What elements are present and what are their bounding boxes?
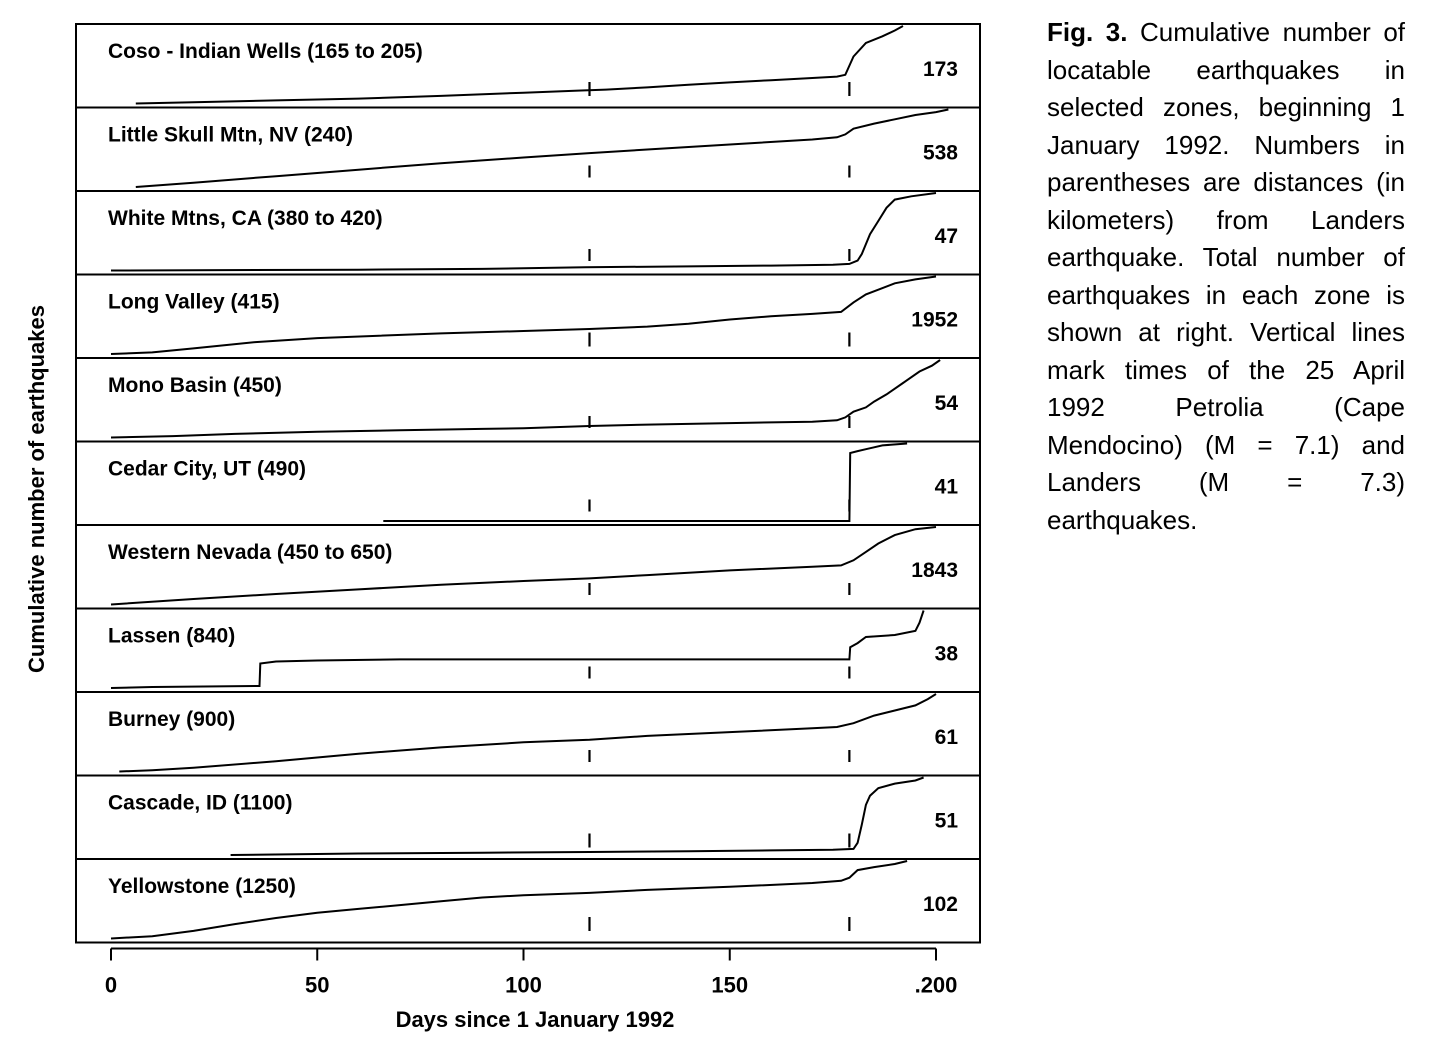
panel-title: Cascade, ID (1100) <box>108 792 292 815</box>
panel-frame <box>75 774 981 860</box>
panel-frame <box>75 858 981 944</box>
panel: Long Valley (415) 1952 <box>75 273 981 359</box>
panels-layer: Coso - Indian Wells (165 to 205) 173 Littl… <box>75 23 981 944</box>
panel-title: Mono Basin (450) <box>108 374 282 397</box>
panel-title: Western Nevada (450 to 650) <box>108 541 392 564</box>
panel-title: Long Valley (415) <box>108 291 280 314</box>
panel-total: 538 <box>923 142 958 165</box>
cumulative-series-line <box>119 693 937 773</box>
panel: Coso - Indian Wells (165 to 205) 173 <box>75 23 981 109</box>
x-axis-label: Days since 1 January 1992 <box>396 1007 675 1032</box>
panel: Burney (900) 61 <box>75 691 981 777</box>
panel-frame <box>75 273 981 359</box>
panel: Little Skull Mtn, NV (240) 538 <box>75 106 981 192</box>
panel: Yellowstone (1250) 102 <box>75 858 981 944</box>
panel: Lassen (840) 38 <box>75 607 981 693</box>
panel-title: Coso - Indian Wells (165 to 205) <box>108 40 423 63</box>
panel-total: 38 <box>935 643 959 666</box>
x-tick-label: 50 <box>305 973 329 998</box>
caption-label: Fig. 3. <box>1047 17 1128 47</box>
cumulative-series-line <box>135 108 949 188</box>
cumulative-series-line <box>383 442 908 522</box>
panel: Mono Basin (450) 54 <box>75 357 981 443</box>
cumulative-series-line <box>110 860 908 940</box>
panel-title: Yellowstone (1250) <box>108 875 296 898</box>
panel: Cedar City, UT (490) 41 <box>75 440 981 526</box>
panel-total: 1952 <box>911 309 958 332</box>
panel-total: 51 <box>935 810 959 833</box>
cumulative-series-line <box>110 275 937 355</box>
panel-frame <box>75 23 981 109</box>
cumulative-series-line <box>110 192 937 272</box>
panel: White Mtns, CA (380 to 420) 47 <box>75 190 981 276</box>
panel-frame <box>75 106 981 192</box>
y-axis-label: Cumulative number of earthquakes <box>24 305 49 673</box>
x-tick-label: 0 <box>105 973 117 998</box>
panel-frame <box>75 691 981 777</box>
x-tick-label: 100 <box>505 973 542 998</box>
panel-title: White Mtns, CA (380 to 420) <box>108 207 383 230</box>
cumulative-series-line <box>230 776 924 856</box>
panel-title: Little Skull Mtn, NV (240) <box>108 124 353 147</box>
panel-total: 54 <box>935 392 959 415</box>
cumulative-earthquakes-chart: Coso - Indian Wells (165 to 205) 173 Littl… <box>24 23 981 1032</box>
x-tick-label: .200 <box>915 973 958 998</box>
cumulative-series-line <box>110 610 925 689</box>
panel-total: 61 <box>935 726 959 749</box>
panel-total: 47 <box>935 225 958 248</box>
panel-frame <box>75 607 981 693</box>
panel-total: 41 <box>935 476 959 499</box>
panel-title: Lassen (840) <box>108 625 235 648</box>
panel-frame <box>75 440 981 526</box>
panel: Western Nevada (450 to 650) 1843 <box>75 524 981 610</box>
panel: Cascade, ID (1100) 51 <box>75 774 981 860</box>
panel-title: Burney (900) <box>108 708 235 731</box>
caption-text: Cumulative number of locatable earthquak… <box>1047 17 1406 535</box>
panel-frame <box>75 524 981 610</box>
x-axis: 0 50 100 150 .200 <box>105 947 958 998</box>
figure-caption: Fig. 3. Cumulative number of locatable e… <box>1047 14 1405 539</box>
x-tick-label: 150 <box>711 973 748 998</box>
panel-frame <box>75 190 981 276</box>
panel-total: 1843 <box>911 559 958 582</box>
panel-total: 102 <box>923 893 958 916</box>
cumulative-series-line <box>110 359 941 439</box>
panel-title: Cedar City, UT (490) <box>108 458 306 481</box>
cumulative-series-line <box>135 25 904 105</box>
panel-total: 173 <box>923 58 958 81</box>
cumulative-series-line <box>110 526 937 606</box>
